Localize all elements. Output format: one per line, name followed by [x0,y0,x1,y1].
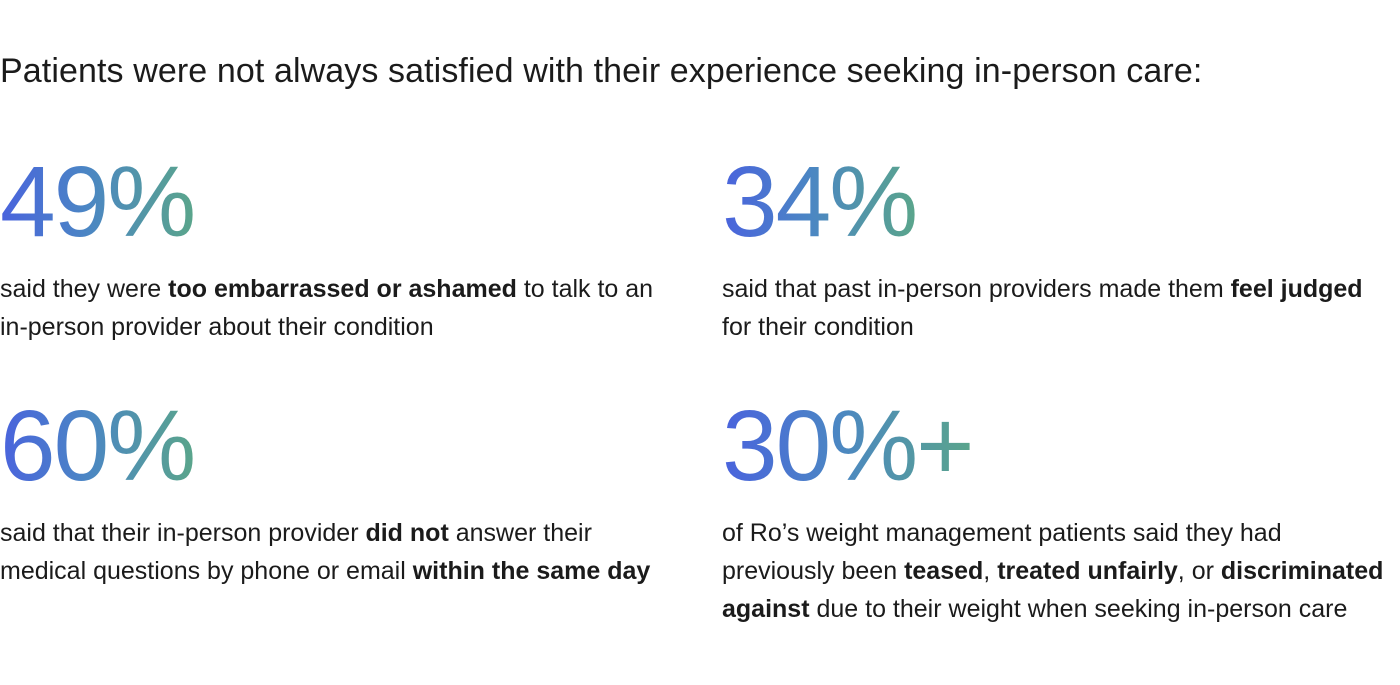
stat-text-segment: answer their medical questions by phone … [0,519,592,585]
stat-text-segment: , [983,557,998,585]
stat-value: 49% [0,146,196,258]
stat-description: of Ro’s weight management patients said … [722,514,1392,628]
stat-text-segment: for their condition [722,313,914,341]
stat-text-emphasis: treated unfairly [997,557,1178,585]
stat-text-segment: to talk to an in-person provider about t… [0,275,654,341]
stat-text-emphasis: discriminated against [722,557,1384,623]
stat-text-emphasis: feel judged [1230,275,1363,303]
stat-value: 34% [722,146,918,258]
stat-description: said that their in-person provider did n… [0,514,670,590]
stat-text-segment: due to their weight when seeking in-pers… [809,595,1348,623]
stat-text-segment: of Ro’s weight management patients said … [722,519,1282,585]
stat-value: 60% [0,390,196,502]
stat-text-segment: said that past in-person providers made … [722,275,1231,303]
stat-description: said that past in-person providers made … [722,270,1392,346]
stat-weight-discrimination: 30%+ of Ro’s weight management patients … [722,396,1392,628]
stat-text-segment: said that their in-person provider [0,519,366,547]
page-heading: Patients were not always satisfied with … [0,52,1203,90]
stat-text-emphasis: within the same day [412,557,651,585]
stat-judged: 34% said that past in-person providers m… [722,152,1392,346]
stat-text-segment: said they were [0,275,169,303]
stat-embarrassed: 49% said they were too embarrassed or as… [0,152,670,346]
stat-value: 30%+ [722,390,975,502]
stat-no-same-day-answer: 60% said that their in-person provider d… [0,396,670,590]
stat-description: said they were too embarrassed or ashame… [0,270,670,346]
stat-text-emphasis: teased [904,557,984,585]
stat-text-segment: , or [1177,557,1221,585]
stat-text-emphasis: did not [365,519,449,547]
stat-text-emphasis: too embarrassed or ashamed [168,275,517,303]
